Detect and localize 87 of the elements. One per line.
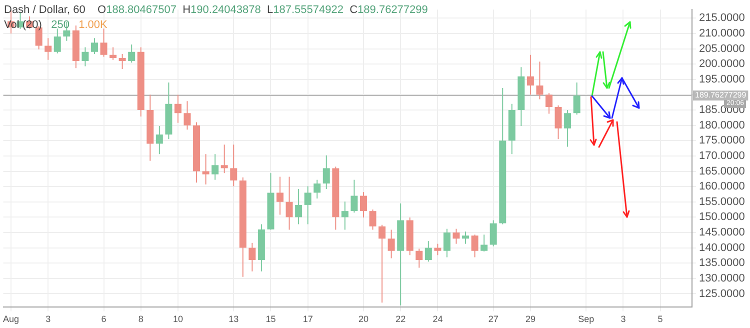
candlestick	[416, 248, 423, 268]
candlestick	[536, 61, 544, 100]
candlestick	[82, 46, 89, 67]
y-tick-label: 170.0000	[699, 150, 745, 162]
candlestick	[248, 242, 256, 272]
candlestick	[314, 179, 321, 200]
x-tick-label: 5	[658, 314, 663, 324]
annotation: 188.80467507	[106, 4, 178, 16]
annotation: H	[182, 4, 191, 16]
candlestick	[304, 186, 312, 225]
x-tick-label: 3	[46, 314, 51, 324]
candlestick	[546, 92, 552, 114]
candlestick	[369, 209, 376, 230]
x-tick-label: 13	[228, 314, 239, 324]
y-tick-label: 205.0000	[699, 42, 745, 55]
x-tick-label: 27	[488, 314, 498, 324]
y-tick-label: 210.0000	[699, 28, 745, 40]
y-tick-label: 135.0000	[699, 257, 745, 270]
candlestick	[118, 53, 126, 70]
candlestick	[554, 104, 562, 140]
candlestick	[230, 144, 238, 187]
candlestick	[573, 82, 580, 116]
chart-title: Dash / Dollar, 60	[4, 4, 86, 16]
candlestick	[276, 176, 284, 216]
candlestick	[174, 94, 182, 124]
annotation: 189.76277299	[358, 4, 429, 16]
candlestick	[462, 231, 470, 244]
x-tick-label: 6	[101, 314, 106, 324]
annotation: 187.55574922	[273, 4, 344, 16]
candlestick	[128, 44, 136, 64]
candlestick	[322, 154, 330, 190]
x-tick-label: 10	[172, 314, 183, 324]
candlestick	[156, 125, 163, 155]
candlestick	[54, 28, 61, 54]
annotation: C	[350, 4, 358, 16]
candlestick	[295, 188, 302, 225]
candlestick	[202, 154, 210, 185]
candlestick	[526, 54, 534, 96]
candlestick	[471, 234, 478, 258]
y-tick-label: 215.0000	[699, 12, 745, 24]
y-tick-label: 145.0000	[699, 226, 745, 239]
candlestick	[286, 176, 293, 230]
candlestick	[184, 100, 191, 130]
candlestick	[44, 38, 52, 60]
y-tick-label: 130.0000	[699, 272, 745, 284]
candlestick	[378, 224, 386, 304]
x-tick-label: 15	[266, 314, 276, 324]
x-tick-label: 3	[620, 314, 626, 324]
annotation: 1.00K	[78, 19, 108, 31]
y-tick-label: 165.0000	[699, 165, 745, 178]
annotation: O	[98, 4, 106, 16]
x-tick-label: Aug	[3, 314, 20, 324]
y-tick-label: 195.0000	[699, 73, 745, 86]
x-tick-label: 29	[525, 314, 536, 324]
y-tick-label: 180.0000	[699, 119, 745, 132]
y-tick-label: 160.0000	[699, 180, 745, 193]
candlestick	[434, 243, 442, 256]
x-tick-label: 20	[358, 314, 368, 324]
y-tick-label: 155.0000	[699, 196, 745, 208]
y-tick-label: 200.0000	[699, 58, 745, 70]
x-tick-label: 22	[396, 314, 406, 324]
candlestick	[350, 179, 358, 214]
x-tick-label: Sep	[578, 314, 594, 324]
annotation: L	[267, 4, 274, 16]
candlestick	[341, 201, 348, 230]
x-tick-label: 17	[302, 314, 313, 324]
candlestick	[480, 234, 488, 252]
y-tick-label: 125.0000	[699, 288, 745, 300]
candlestick	[212, 154, 219, 180]
candlestick	[110, 46, 117, 60]
candlestick	[90, 38, 98, 54]
x-tick-label: 24	[432, 314, 443, 324]
candlestick	[424, 240, 432, 262]
candlestick	[220, 144, 228, 174]
y-tick-label: 150.0000	[699, 211, 745, 224]
candlestick	[360, 192, 367, 218]
candlestick	[443, 228, 450, 258]
candlestick	[564, 110, 572, 148]
candlestick	[388, 229, 395, 259]
annotation: 190.24043878	[190, 4, 262, 16]
x-tick-label: 8	[138, 314, 144, 324]
ref-line-label: 189.76277299	[695, 90, 747, 100]
y-tick-label: 140.0000	[699, 242, 745, 254]
candlestick	[490, 220, 497, 247]
candlestick	[452, 228, 460, 244]
y-tick-label: 175.0000	[699, 134, 745, 147]
candlestick	[100, 28, 108, 58]
